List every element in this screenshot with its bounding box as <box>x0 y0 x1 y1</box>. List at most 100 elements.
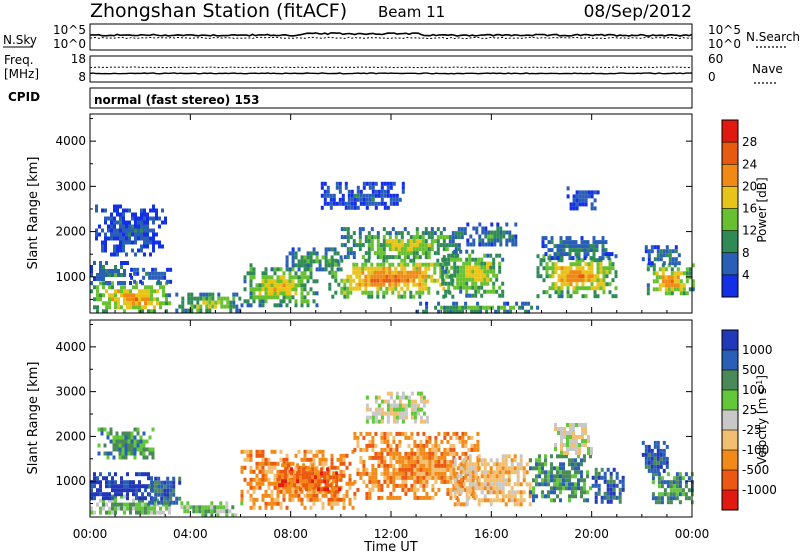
heatmap-cell <box>282 469 286 474</box>
heatmap-cell <box>587 194 591 199</box>
heatmap-cell <box>123 480 126 485</box>
heatmap-cell <box>404 491 408 496</box>
heatmap-cell <box>658 267 662 272</box>
heatmap-cell <box>371 471 375 476</box>
heatmap-cell <box>267 279 271 284</box>
heatmap-cell <box>647 257 651 262</box>
heatmap-cell <box>659 257 663 262</box>
heatmap-cell <box>654 500 658 505</box>
heatmap-cell <box>462 470 466 475</box>
heatmap-cell <box>166 279 170 284</box>
heatmap-cell <box>463 231 467 236</box>
heatmap-cell <box>587 439 590 443</box>
heatmap-cell <box>122 248 125 253</box>
heatmap-cell <box>150 309 153 314</box>
heatmap-cell <box>569 266 573 271</box>
heatmap-cell <box>656 456 660 461</box>
heatmap-cell <box>312 497 316 502</box>
heatmap-cell <box>95 208 98 213</box>
heatmap-cell <box>142 267 146 272</box>
heatmap-cell <box>163 480 167 485</box>
heatmap-cell <box>332 201 336 206</box>
heatmap-cell <box>118 455 122 460</box>
heatmap-cell <box>571 458 574 463</box>
heatmap-cell <box>434 467 438 472</box>
heatmap-cell <box>282 473 286 478</box>
heatmap-cell <box>551 270 555 275</box>
heatmap-cell <box>468 257 472 262</box>
heatmap-cell <box>437 471 441 476</box>
range-tick-label: 4000 <box>55 340 86 354</box>
heatmap-cell <box>210 501 214 506</box>
heatmap-cell <box>113 224 116 229</box>
heatmap-cell <box>96 492 99 497</box>
heatmap-cell <box>306 299 310 304</box>
heatmap-cell <box>486 482 490 487</box>
heatmap-cell <box>338 475 342 480</box>
heatmap-cell <box>504 482 508 487</box>
heatmap-cell <box>345 453 349 458</box>
heatmap-cell <box>501 486 505 491</box>
heatmap-cell <box>403 290 407 295</box>
heatmap-cell <box>102 476 105 481</box>
heatmap-cell <box>412 247 416 252</box>
heatmap-cell <box>320 181 324 186</box>
heatmap-cell <box>495 289 499 294</box>
heatmap-cell <box>395 455 399 460</box>
heatmap-cell <box>422 471 426 476</box>
heatmap-cell <box>406 278 410 283</box>
heatmap-cell <box>352 266 356 271</box>
heatmap-cell <box>413 439 417 444</box>
heatmap-cell <box>273 501 277 506</box>
heatmap-cell <box>583 490 586 495</box>
heatmap-cell <box>554 443 557 447</box>
heatmap-cell <box>120 265 123 269</box>
heatmap-cell <box>255 477 259 482</box>
heatmap-cell <box>235 292 239 297</box>
heatmap-cell <box>331 258 335 263</box>
heatmap-cell <box>157 488 161 493</box>
heatmap-cell <box>122 212 125 217</box>
heatmap-cell <box>380 431 384 436</box>
heatmap-cell <box>562 240 566 245</box>
heatmap-cell <box>471 494 475 499</box>
heatmap-cell <box>599 286 603 291</box>
heatmap-cell <box>392 495 396 500</box>
heatmap-cell <box>120 285 123 290</box>
heatmap-cell <box>303 287 307 292</box>
heatmap-cell <box>657 472 661 477</box>
heatmap-cell <box>114 289 117 294</box>
heatmap-cell <box>373 235 377 240</box>
heatmap-cell <box>267 283 271 288</box>
heatmap-cell <box>464 455 468 460</box>
heatmap-cell <box>302 467 306 472</box>
heatmap-cell <box>476 431 480 436</box>
heatmap-cell <box>273 291 277 296</box>
heatmap-cell <box>465 257 469 262</box>
heatmap-cell <box>580 236 584 241</box>
heatmap-cell <box>169 496 173 501</box>
heatmap-cell <box>409 294 413 299</box>
heatmap-cell <box>412 278 416 283</box>
heatmap-cell <box>297 247 301 252</box>
heatmap-cell <box>669 480 673 485</box>
heatmap-cell <box>141 472 144 477</box>
heatmap-cell <box>166 492 170 497</box>
heatmap-cell <box>99 265 102 269</box>
heatmap-cell <box>437 431 441 436</box>
heatmap-cell <box>560 290 564 295</box>
heatmap-cell <box>276 267 280 272</box>
heatmap-cell <box>547 490 550 495</box>
heatmap-cell <box>111 510 114 515</box>
heatmap-cell <box>425 459 429 464</box>
heatmap-cell <box>489 486 493 491</box>
heatmap-cell <box>261 453 265 458</box>
heatmap-cell <box>117 297 120 302</box>
heatmap-cell <box>542 266 546 271</box>
heatmap-cell <box>312 457 316 462</box>
heatmap-cell <box>498 293 502 298</box>
heatmap-cell <box>566 451 569 455</box>
heatmap-cell <box>612 479 616 484</box>
heatmap-cell <box>678 472 682 477</box>
